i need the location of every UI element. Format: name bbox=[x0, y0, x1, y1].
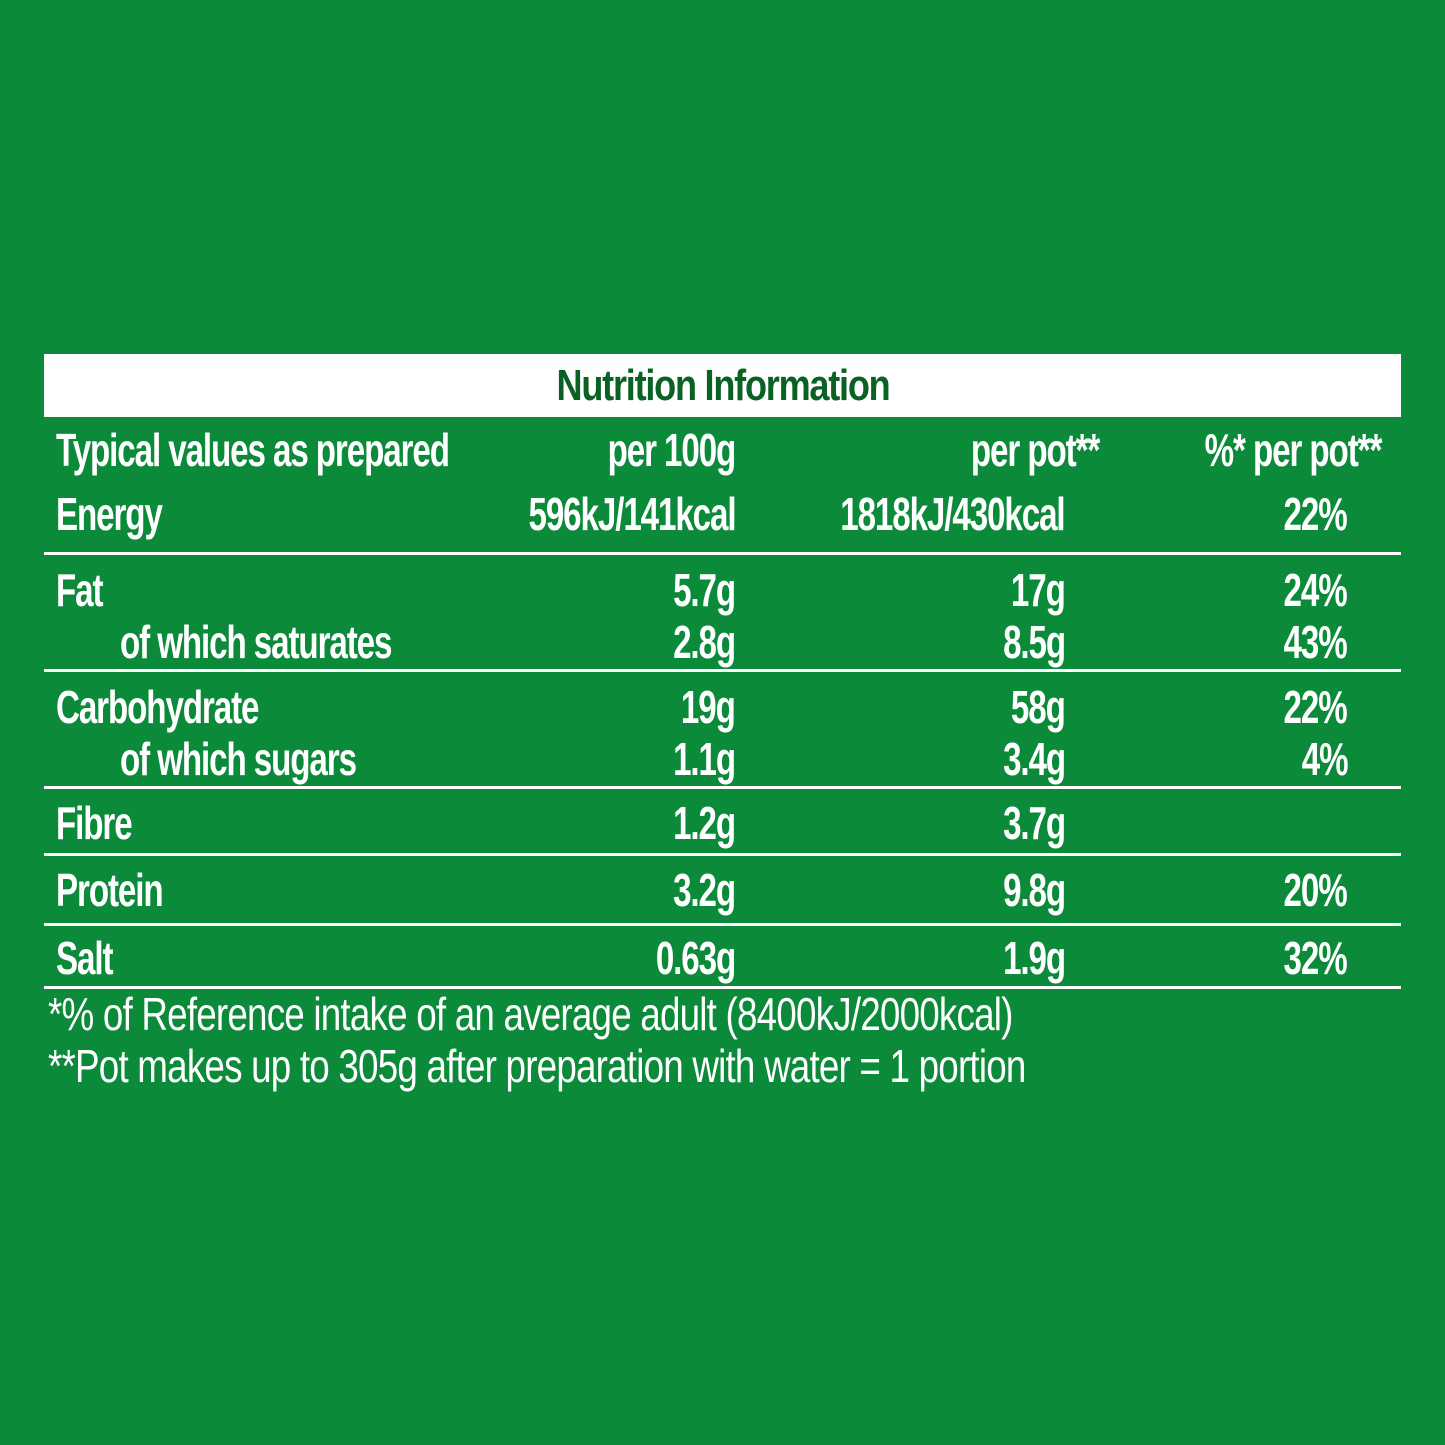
table-row-fat: Fat 5.7g 17g 24% bbox=[44, 561, 1401, 616]
column-header-per-100g: per 100g bbox=[607, 424, 736, 476]
table-row-saturates: of which saturates 2.8g 8.5g 43% bbox=[44, 613, 1401, 668]
divider bbox=[44, 923, 1401, 926]
divider bbox=[44, 853, 1401, 856]
fibre-group: Fibre 1.2g 3.7g bbox=[44, 789, 1401, 853]
value-per-pot: 8.5g bbox=[1003, 616, 1066, 668]
table-row-carbohydrate: Carbohydrate 19g 58g 22% bbox=[44, 678, 1401, 733]
value-ri: 22% bbox=[1283, 681, 1348, 733]
protein-group: Protein 3.2g 9.8g 20% bbox=[44, 856, 1401, 923]
value-per-pot: 1818kJ/430kcal bbox=[840, 488, 1066, 540]
column-header-row: Typical values as prepared per 100g per … bbox=[44, 421, 1401, 485]
divider bbox=[44, 552, 1401, 555]
value-per-pot: 9.8g bbox=[1003, 864, 1066, 916]
value-per-pot: 3.4g bbox=[1003, 733, 1066, 785]
table-row-sugars: of which sugars 1.1g 3.4g 4% bbox=[44, 730, 1401, 785]
value-per-100g: 1.1g bbox=[673, 733, 736, 785]
carbohydrate-group: Carbohydrate 19g 58g 22% of which sugars… bbox=[44, 672, 1401, 786]
column-header-label: Typical values as prepared bbox=[56, 424, 450, 476]
value-per-100g: 19g bbox=[681, 681, 736, 733]
table-row-salt: Salt 0.63g 1.9g 32% bbox=[44, 929, 1401, 984]
column-header-ri: %* per pot** bbox=[1204, 424, 1382, 476]
row-label: of which saturates bbox=[120, 616, 392, 668]
row-label: Fat bbox=[56, 564, 104, 616]
table-row-fibre: Fibre 1.2g 3.7g bbox=[44, 794, 1401, 851]
divider bbox=[44, 669, 1401, 672]
row-label: of which sugars bbox=[120, 733, 357, 785]
value-ri: 43% bbox=[1283, 616, 1348, 668]
value-per-pot: 3.7g bbox=[1003, 797, 1066, 849]
value-ri: 20% bbox=[1283, 864, 1348, 916]
header-group: Typical values as prepared per 100g per … bbox=[44, 417, 1401, 552]
footnotes: *% of Reference intake of an average adu… bbox=[48, 988, 1270, 1092]
title-bar: Nutrition Information bbox=[44, 354, 1401, 417]
table-title: Nutrition Information bbox=[556, 360, 890, 410]
row-label: Fibre bbox=[56, 797, 133, 849]
table-row-energy: Energy 596kJ/141kcal 1818kJ/430kcal 22% bbox=[44, 485, 1401, 548]
footnote-reference-intake: *% of Reference intake of an average adu… bbox=[48, 988, 1013, 1040]
value-per-pot: 17g bbox=[1011, 564, 1066, 616]
divider bbox=[44, 986, 1401, 989]
row-label: Protein bbox=[56, 864, 164, 916]
footnote-portion: **Pot makes up to 305g after preparation… bbox=[48, 1040, 1026, 1092]
salt-group: Salt 0.63g 1.9g 32% bbox=[44, 926, 1401, 986]
value-ri: 4% bbox=[1301, 733, 1348, 785]
value-per-100g: 0.63g bbox=[655, 932, 736, 984]
table-row-protein: Protein 3.2g 9.8g 20% bbox=[44, 861, 1401, 921]
column-header-per-pot: per pot** bbox=[970, 424, 1100, 476]
row-label: Carbohydrate bbox=[56, 681, 259, 733]
row-label: Energy bbox=[56, 488, 163, 540]
value-per-100g: 2.8g bbox=[673, 616, 736, 668]
divider bbox=[44, 786, 1401, 789]
fat-group: Fat 5.7g 17g 24% of which saturates 2.8g… bbox=[44, 555, 1401, 669]
value-per-100g: 1.2g bbox=[673, 797, 736, 849]
value-per-pot: 1.9g bbox=[1003, 932, 1066, 984]
value-ri: 22% bbox=[1283, 488, 1348, 540]
value-per-100g: 5.7g bbox=[673, 564, 736, 616]
value-ri: 24% bbox=[1283, 564, 1348, 616]
value-per-100g: 3.2g bbox=[673, 864, 736, 916]
value-ri: 32% bbox=[1283, 932, 1348, 984]
value-per-pot: 58g bbox=[1011, 681, 1066, 733]
nutrition-table: Nutrition Information Typical values as … bbox=[44, 354, 1401, 989]
row-label: Salt bbox=[56, 932, 114, 984]
value-per-100g: 596kJ/141kcal bbox=[528, 488, 736, 540]
